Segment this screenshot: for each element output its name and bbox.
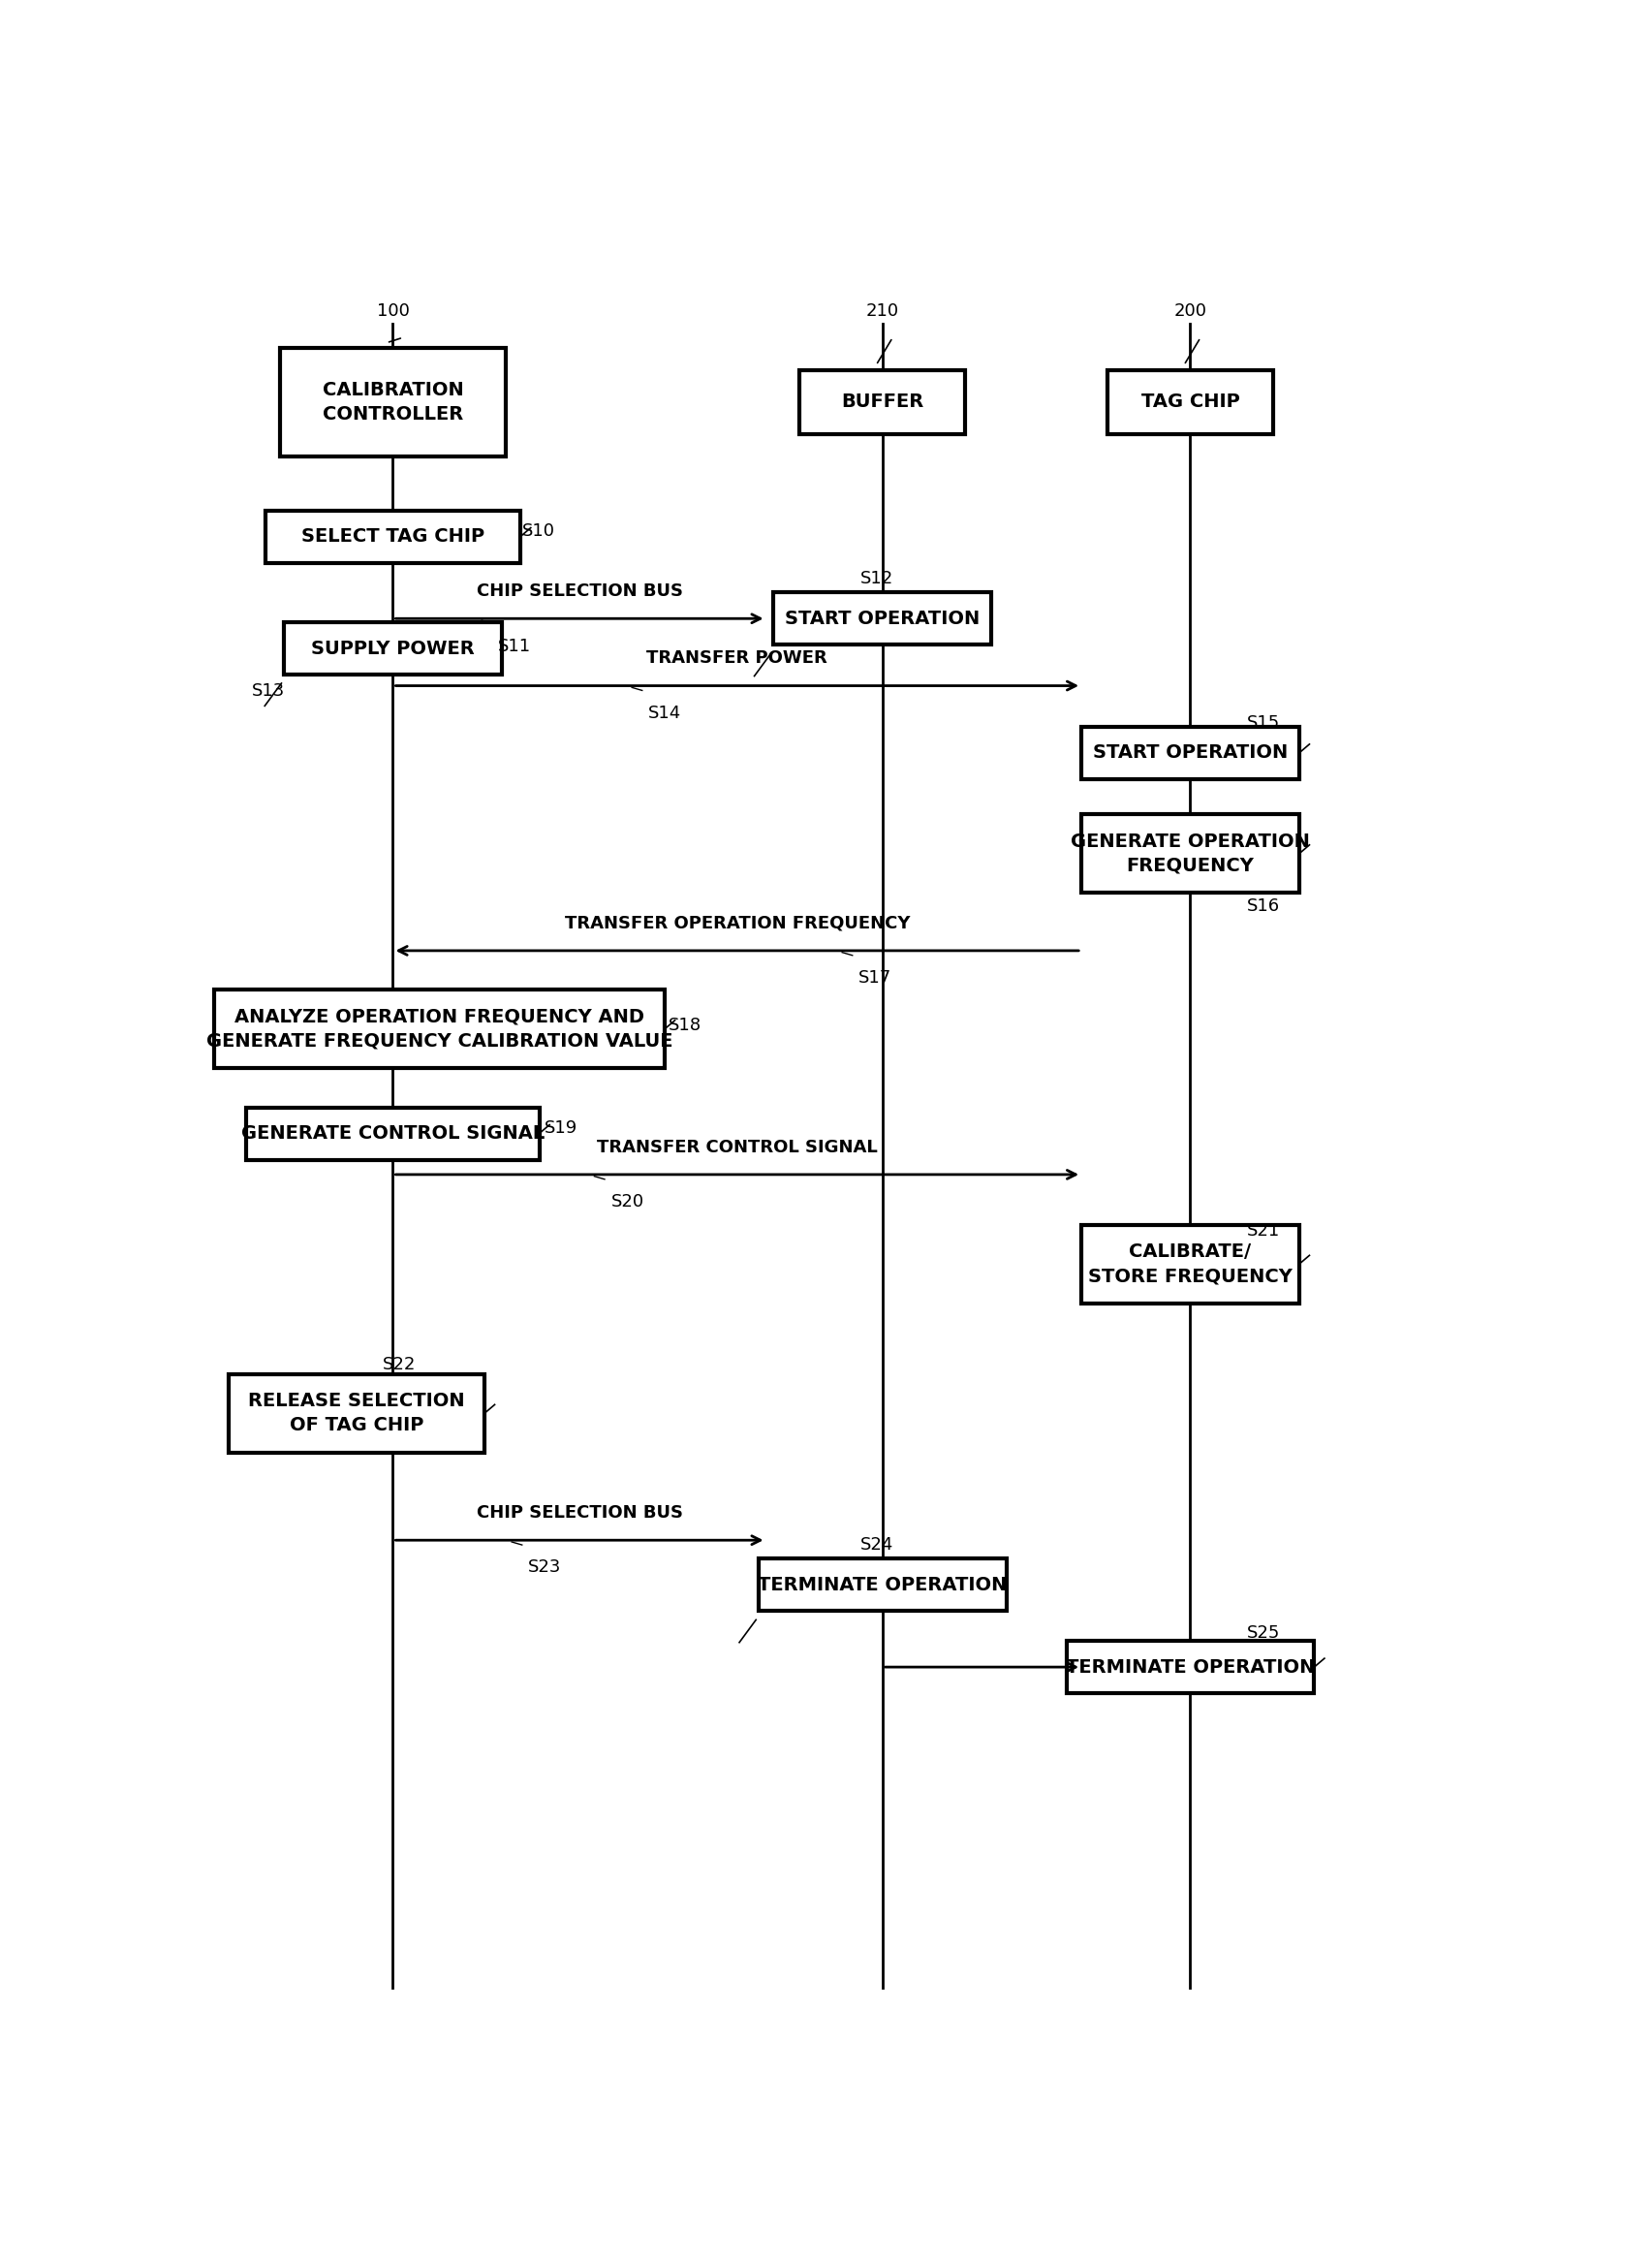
Text: GENERATE OPERATION
FREQUENCY: GENERATE OPERATION FREQUENCY — [1070, 833, 1308, 876]
FancyBboxPatch shape — [1080, 726, 1298, 778]
FancyBboxPatch shape — [1107, 371, 1272, 434]
Text: S12: S12 — [859, 570, 892, 588]
FancyBboxPatch shape — [1066, 1641, 1313, 1693]
FancyBboxPatch shape — [800, 371, 965, 434]
Text: START OPERATION: START OPERATION — [1092, 745, 1287, 763]
Text: TAG CHIP: TAG CHIP — [1140, 394, 1239, 412]
Text: S11: S11 — [499, 638, 532, 654]
FancyBboxPatch shape — [1080, 815, 1298, 894]
Text: 100: 100 — [377, 303, 410, 319]
FancyBboxPatch shape — [230, 1374, 484, 1453]
FancyBboxPatch shape — [264, 511, 520, 563]
Text: S15: S15 — [1246, 715, 1279, 731]
Text: S14: S14 — [648, 704, 681, 722]
Text: SELECT TAG CHIP: SELECT TAG CHIP — [301, 527, 484, 545]
FancyBboxPatch shape — [215, 989, 664, 1068]
Text: 210: 210 — [866, 303, 899, 319]
FancyBboxPatch shape — [284, 622, 502, 674]
Text: S13: S13 — [251, 681, 284, 699]
Text: CALIBRATE/
STORE FREQUENCY: CALIBRATE/ STORE FREQUENCY — [1087, 1242, 1292, 1285]
Text: S20: S20 — [611, 1193, 644, 1211]
Text: TERMINATE OPERATION: TERMINATE OPERATION — [757, 1575, 1006, 1593]
Text: S16: S16 — [1246, 896, 1279, 914]
Text: 200: 200 — [1173, 303, 1206, 319]
Text: S19: S19 — [544, 1120, 578, 1136]
Text: TRANSFER CONTROL SIGNAL: TRANSFER CONTROL SIGNAL — [596, 1138, 877, 1156]
Text: BUFFER: BUFFER — [841, 394, 923, 412]
Text: CHIP SELECTION BUS: CHIP SELECTION BUS — [476, 582, 682, 600]
Text: S22: S22 — [383, 1356, 416, 1374]
Text: TRANSFER POWER: TRANSFER POWER — [646, 649, 828, 668]
Text: ANALYZE OPERATION FREQUENCY AND
GENERATE FREQUENCY CALIBRATION VALUE: ANALYZE OPERATION FREQUENCY AND GENERATE… — [206, 1007, 672, 1050]
Text: S17: S17 — [859, 969, 892, 987]
FancyBboxPatch shape — [246, 1107, 539, 1159]
FancyBboxPatch shape — [281, 349, 506, 457]
Text: S21: S21 — [1246, 1222, 1279, 1240]
Text: START OPERATION: START OPERATION — [785, 609, 980, 627]
Text: TERMINATE OPERATION: TERMINATE OPERATION — [1066, 1659, 1315, 1677]
Text: S23: S23 — [529, 1559, 562, 1577]
Text: TRANSFER OPERATION FREQUENCY: TRANSFER OPERATION FREQUENCY — [563, 914, 909, 932]
FancyBboxPatch shape — [758, 1559, 1006, 1611]
Text: CALIBRATION
CONTROLLER: CALIBRATION CONTROLLER — [322, 380, 463, 423]
Text: S10: S10 — [522, 523, 555, 541]
Text: GENERATE CONTROL SIGNAL: GENERATE CONTROL SIGNAL — [241, 1125, 544, 1143]
Text: S18: S18 — [667, 1016, 700, 1034]
Text: S25: S25 — [1246, 1625, 1279, 1643]
Text: RELEASE SELECTION
OF TAG CHIP: RELEASE SELECTION OF TAG CHIP — [248, 1392, 464, 1435]
Text: SUPPLY POWER: SUPPLY POWER — [311, 638, 474, 659]
FancyBboxPatch shape — [773, 593, 991, 645]
FancyBboxPatch shape — [1080, 1224, 1298, 1303]
Text: CHIP SELECTION BUS: CHIP SELECTION BUS — [476, 1505, 682, 1521]
Text: S24: S24 — [859, 1537, 892, 1555]
